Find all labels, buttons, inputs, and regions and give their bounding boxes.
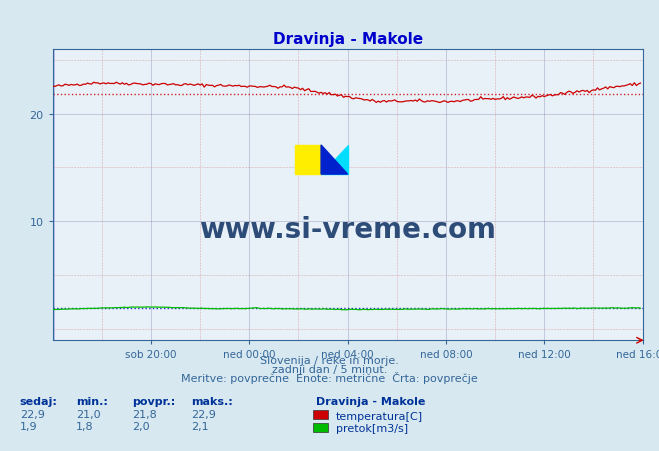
Text: 22,9: 22,9 [191, 409, 216, 419]
Text: 1,9: 1,9 [20, 421, 38, 431]
Text: temperatura[C]: temperatura[C] [336, 411, 423, 421]
Text: Dravinja - Makole: Dravinja - Makole [316, 396, 426, 405]
Text: Slovenija / reke in morje.: Slovenija / reke in morje. [260, 355, 399, 365]
Text: Meritve: povprečne  Enote: metrične  Črta: povprečje: Meritve: povprečne Enote: metrične Črta:… [181, 371, 478, 383]
Text: zadnji dan / 5 minut.: zadnji dan / 5 minut. [272, 364, 387, 374]
Text: min.:: min.: [76, 396, 107, 405]
Bar [295, 146, 321, 175]
Text: 21,0: 21,0 [76, 409, 100, 419]
Polygon shape [321, 146, 348, 175]
Text: 2,0: 2,0 [132, 421, 150, 431]
Text: pretok[m3/s]: pretok[m3/s] [336, 423, 408, 433]
Text: 2,1: 2,1 [191, 421, 209, 431]
Text: www.si-vreme.com: www.si-vreme.com [199, 216, 496, 244]
Text: povpr.:: povpr.: [132, 396, 175, 405]
Polygon shape [321, 146, 348, 175]
Text: sedaj:: sedaj: [20, 396, 57, 405]
Text: 22,9: 22,9 [20, 409, 45, 419]
Text: maks.:: maks.: [191, 396, 233, 405]
Title: Dravinja - Makole: Dravinja - Makole [273, 32, 422, 47]
Text: 1,8: 1,8 [76, 421, 94, 431]
Text: 21,8: 21,8 [132, 409, 157, 419]
